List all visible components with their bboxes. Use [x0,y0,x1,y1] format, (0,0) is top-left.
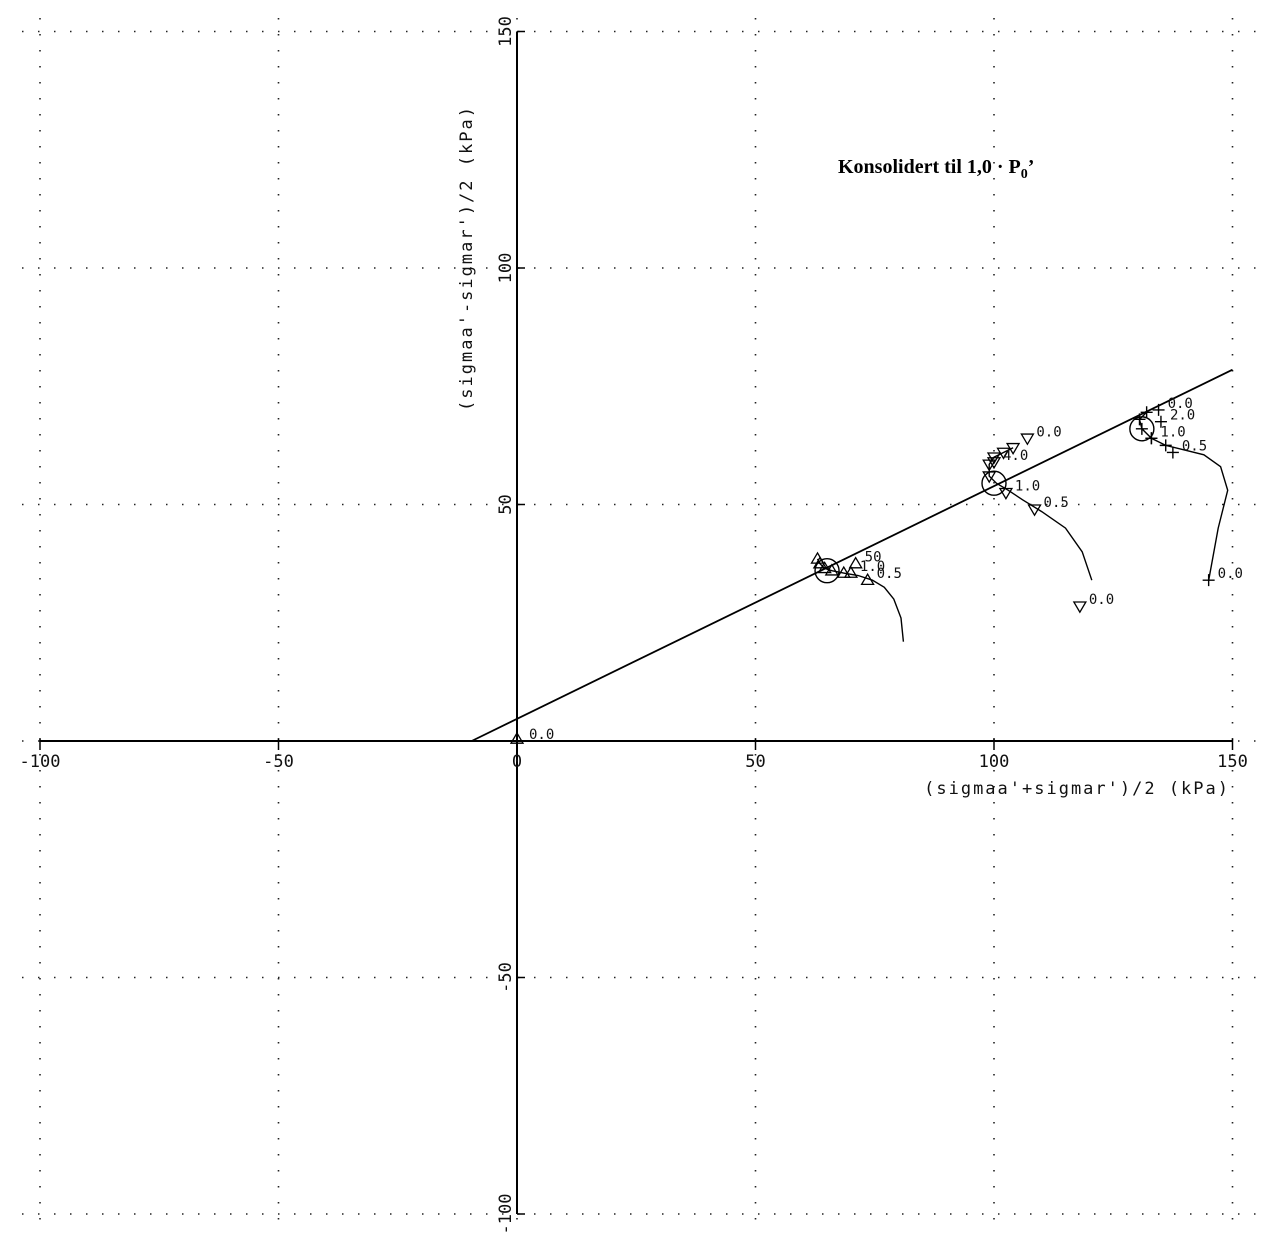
triangle-up-marker [848,556,863,569]
point-label: 0.5 [1182,438,1207,454]
origin-point-label: 0.0 [529,727,554,743]
point-label: 2.0 [1170,408,1195,424]
plus-marker [1159,439,1172,452]
stress-path-curve [1138,411,1229,581]
x-tick-label: 50 [745,752,765,772]
axes [40,31,1233,1214]
stress-paths: 0.51.0500.00.51.04.00.00.00.51.02.00.00.… [509,396,1243,744]
plus-marker [1140,406,1153,419]
annotation-text: Konsolidert til 1,0 · P [838,156,1021,178]
y-axis-title: (sigmaa'-sigmar')/2 (kPa) [457,105,477,411]
y-tick-label: 150 [496,16,516,47]
point-label: 0.0 [1036,424,1061,440]
point-label: 4.0 [1003,448,1028,464]
y-tick-label: 50 [496,494,516,514]
y-tick-labels: -100 -50 50 100 150 [496,16,516,1234]
point-label: 50 [865,550,882,566]
plus-marker [1135,422,1148,435]
point-label: 0.0 [1218,566,1243,582]
annotation-subscript: 0 [1021,167,1028,182]
triangle-down-marker [1072,601,1087,614]
stress-path-curve [816,558,905,642]
x-axis-title: (sigmaa'+sigmar')/2 (kPa) [924,779,1230,799]
triangle-down-marker [996,447,1011,460]
x-tick-label: 150 [1217,752,1248,772]
x-tick-label: -50 [263,752,294,772]
triangle-up-marker [860,572,875,586]
peak-circle-marker [1129,416,1155,442]
point-label: 1.0 [860,559,885,575]
y-tick-label: 100 [496,253,516,284]
point-label: 0.0 [1168,396,1193,412]
x-tick-label: 100 [979,752,1010,772]
failure-envelope-line [471,368,1233,742]
plus-marker [1152,403,1165,416]
x-tick-label: 0 [512,752,522,772]
triangle-up-marker [509,731,525,744]
triangle-down-marker [998,487,1014,500]
stress-path-curve [988,447,1093,581]
triangle-down-marker [1020,433,1035,446]
x-tick-label: -100 [20,752,61,772]
consolidation-annotation: Konsolidert til 1,0 · P0’ [838,156,1034,182]
triangle-up-marker [836,565,851,578]
point-label: 0.5 [1044,495,1069,511]
stress-path-series: 0.0 0.51.0 4.0 0.0 [981,424,1114,614]
peak-circle-marker [814,558,840,584]
point-label: 0.0 [1089,592,1114,608]
triangle-up-marker [843,565,859,578]
triangle-down-marker [1005,442,1021,456]
point-label: 1.0 [1015,479,1040,495]
annotation-suffix: ’ [1028,156,1035,178]
point-label: 1.0 [1160,424,1185,440]
plus-marker [1166,446,1179,459]
x-tick-labels: -100 -50 0 50 100 150 [20,752,1248,772]
peak-circle-marker [981,470,1007,496]
triangle-down-marker [1027,504,1042,517]
plus-marker [1145,432,1158,445]
y-tick-label: -50 [496,962,516,993]
point-label: 0.5 [877,566,902,582]
stress-path-series: 0.51.050 [810,550,905,642]
triangle-down-marker [986,457,1002,470]
y-tick-label: -100 [496,1194,516,1235]
plus-marker [1202,574,1215,587]
tick-marks [39,30,1234,1215]
plus-marker [1154,415,1167,428]
grid [22,18,1258,1228]
stress-path-series: 0.00.51.02.00.0 [1129,396,1243,587]
